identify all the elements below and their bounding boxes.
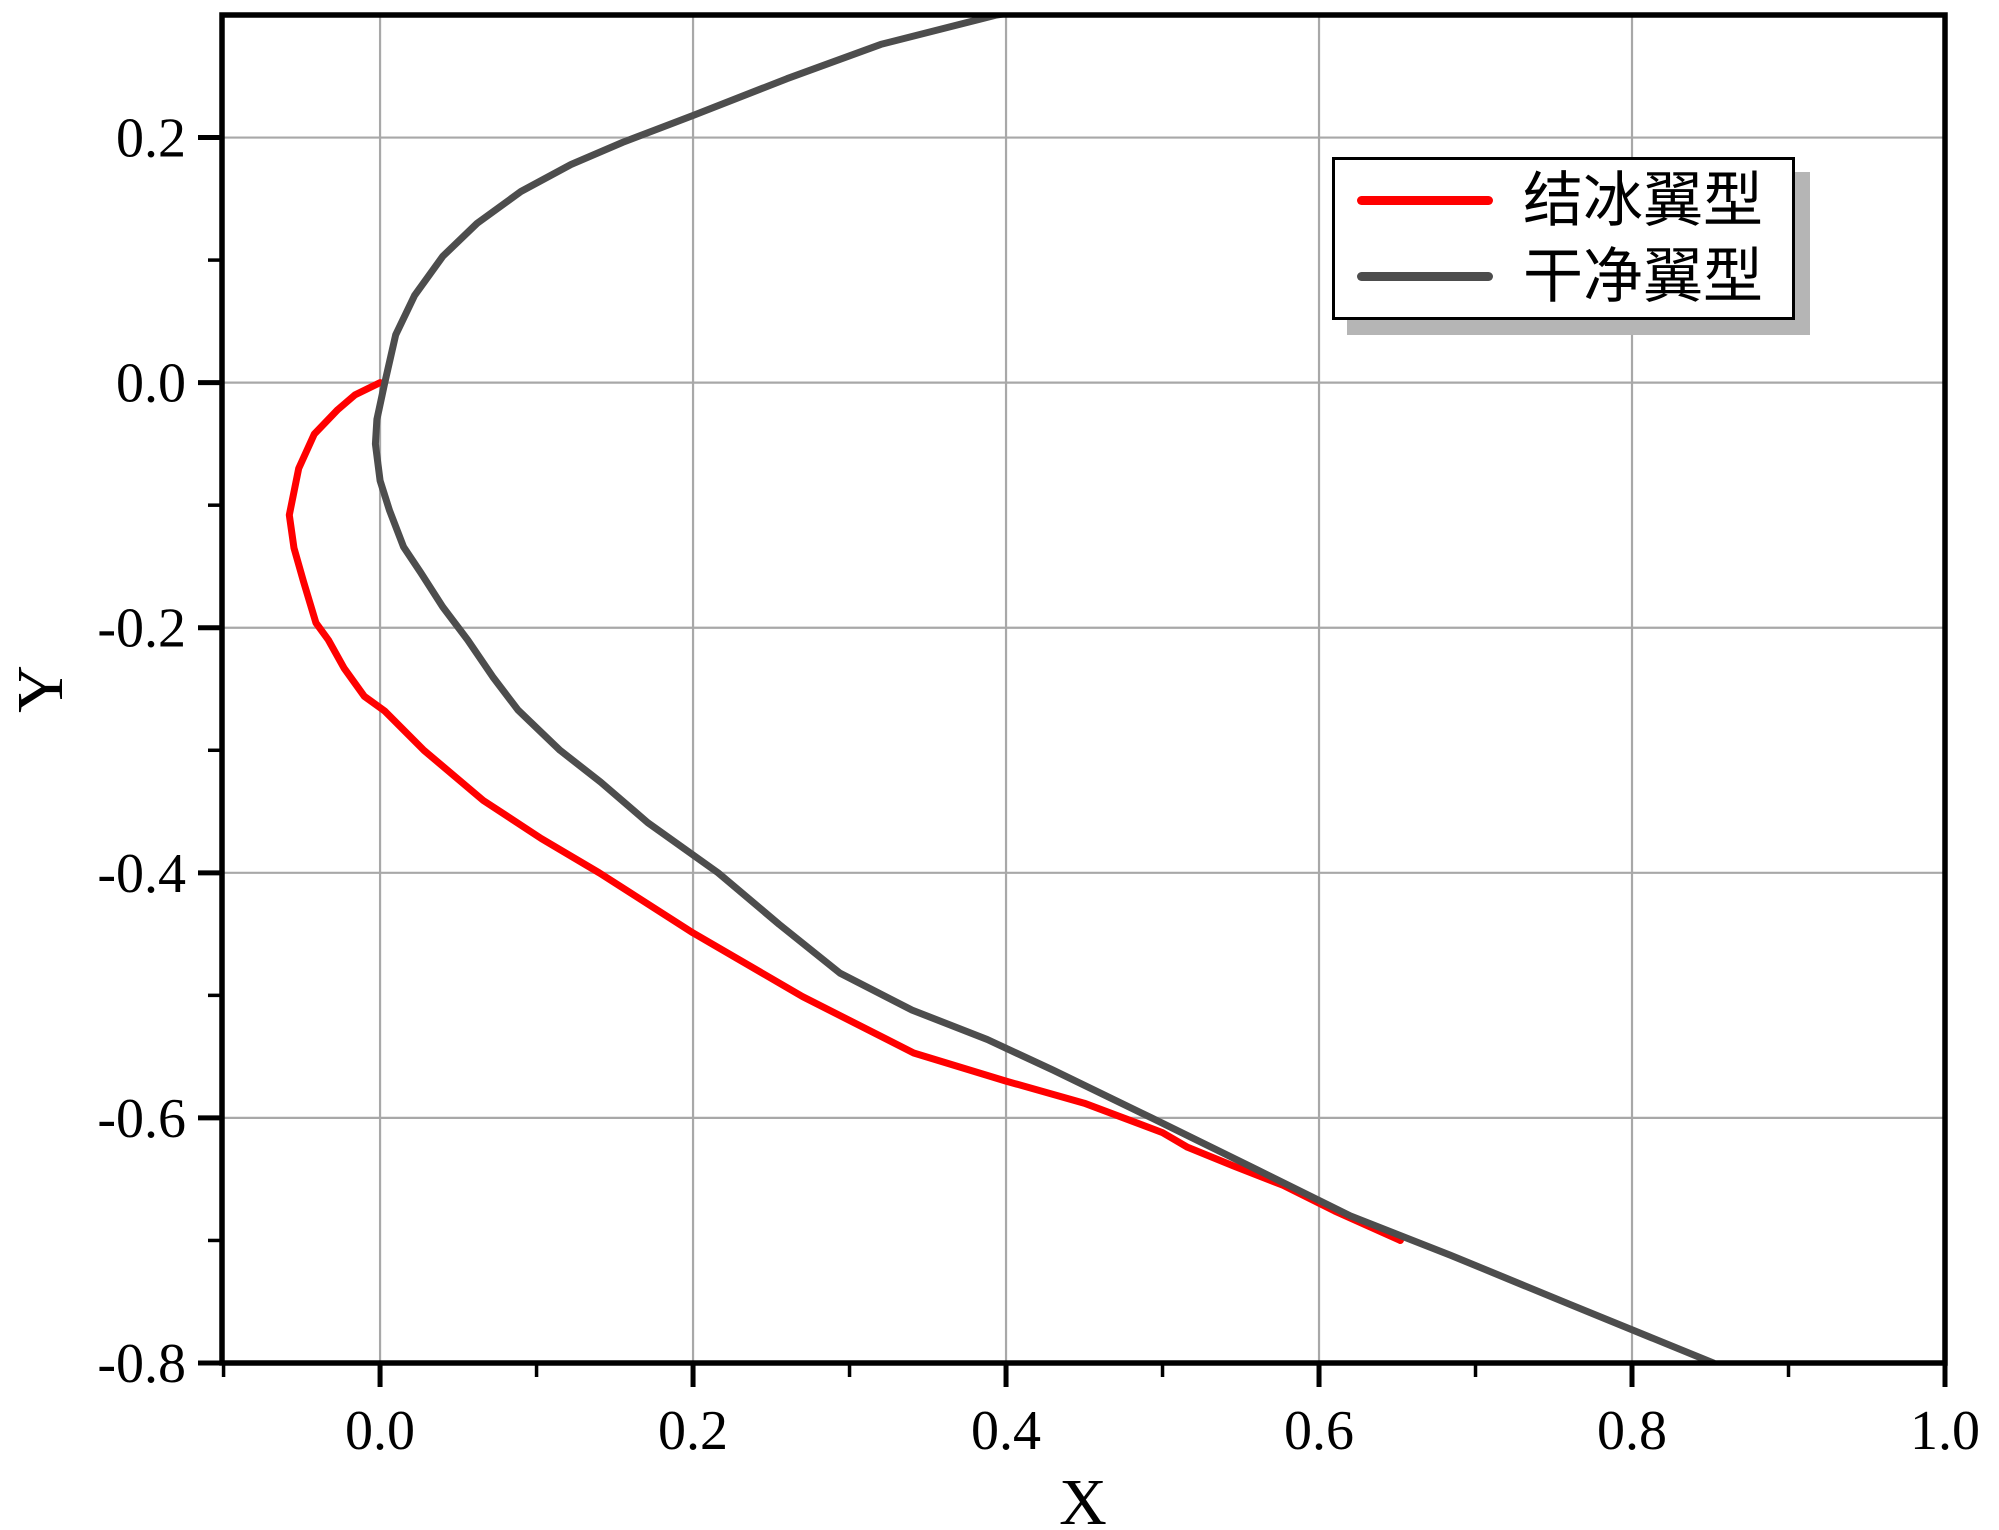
legend-line-sample-iced [1357,196,1493,205]
legend-item-iced: 结冰翼型 [1357,166,1792,236]
y-tick-label: -0.8 [97,1333,186,1395]
legend: 结冰翼型 干净翼型 [1332,157,1795,320]
y-axis-title: Y [4,665,77,713]
series-layer [285,15,1717,1363]
y-tick-label: 0.2 [116,108,186,170]
x-tick-label: 0.4 [971,1400,1041,1462]
y-tick-label: 0.0 [116,353,186,415]
series-line-0 [285,379,1404,1244]
legend-label-clean: 干净翼型 [1523,243,1763,310]
x-tick-label: 0.2 [658,1400,728,1462]
x-tick-label: 0.8 [1597,1400,1667,1462]
x-tick-label: 0.6 [1284,1400,1354,1462]
legend-label-iced: 结冰翼型 [1523,167,1763,234]
x-axis-title: X [1059,1466,1107,1530]
tick-layer: 0.0 0.2 0.4 0.6 0.8 1.0 0.2 0.0 -0.2 -0.4 -0.6 -0.8 [97,108,1980,1462]
y-tick-label: -0.2 [97,598,186,660]
legend-item-clean: 干净翼型 [1357,242,1792,312]
grid-layer [222,15,1945,1363]
legend-line-sample-clean [1357,272,1493,281]
plot-border [219,12,1948,1366]
y-tick-label: -0.4 [97,843,186,905]
series-line-1 [371,15,1717,1363]
x-tick-label: 0.0 [345,1400,415,1462]
x-tick-label: 1.0 [1910,1400,1980,1462]
y-tick-label: -0.6 [97,1088,186,1150]
